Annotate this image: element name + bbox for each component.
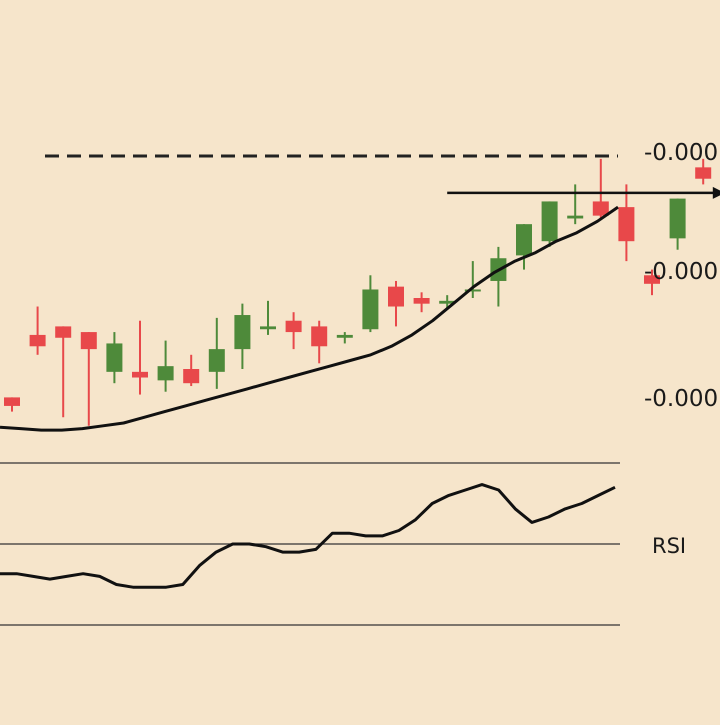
- rsi-label: RSI: [652, 534, 686, 558]
- candle-body: [4, 397, 20, 406]
- candle-body: [439, 300, 456, 304]
- candle-22: [541, 201, 558, 247]
- moving-average-line: [0, 205, 619, 432]
- candle-body: [644, 275, 660, 284]
- candle-15: [362, 275, 379, 333]
- candle-19: [464, 261, 481, 298]
- candle-26: [644, 269, 660, 296]
- candle-16: [388, 280, 404, 327]
- price-panel: -0.000 -0.000 -0.000: [0, 140, 720, 432]
- candle-body: [55, 326, 72, 338]
- candle-body: [336, 334, 353, 338]
- candles-layer: [4, 158, 712, 426]
- candle-body: [183, 369, 200, 384]
- y-tick-label-bottom: -0.000: [644, 386, 718, 412]
- y-tick-label-top: -0.000: [644, 140, 718, 166]
- rsi-panel: RSI: [0, 462, 686, 626]
- candle-body: [592, 201, 609, 216]
- candle-body: [285, 320, 302, 333]
- candle-body: [311, 326, 328, 347]
- candle-body: [464, 289, 481, 292]
- candle-8: [183, 354, 200, 387]
- candle-9: [208, 317, 225, 389]
- candle-3: [55, 326, 72, 418]
- candle-17: [413, 292, 430, 313]
- candle-21: [516, 224, 532, 270]
- candle-24: [592, 158, 609, 219]
- candle-11: [260, 300, 276, 335]
- candle-13: [311, 320, 328, 364]
- candle-body: [695, 167, 712, 179]
- candle-body: [106, 343, 123, 372]
- annotation-layer: [447, 186, 720, 199]
- candle-body: [567, 215, 584, 219]
- candle-body: [618, 207, 635, 242]
- candle-4: [80, 332, 97, 426]
- candle-body: [234, 315, 251, 350]
- candle-body: [208, 349, 225, 372]
- candle-12: [285, 312, 302, 350]
- candle-2: [29, 306, 46, 355]
- candle-body: [388, 286, 404, 307]
- candle-body: [132, 371, 148, 378]
- candle-27: [669, 198, 686, 250]
- candle-5: [106, 332, 123, 384]
- rsi-line: [0, 483, 616, 589]
- y-tick-label-middle: -0.000: [644, 259, 718, 285]
- candle-7: [157, 340, 174, 392]
- annotation-arrowhead: [712, 186, 720, 199]
- candle-14: [336, 332, 353, 344]
- candle-body: [413, 298, 430, 304]
- candle-25: [618, 184, 635, 262]
- candle-body: [157, 366, 174, 381]
- candle-23: [567, 184, 584, 225]
- candle-body: [516, 224, 532, 256]
- rsi-reference-lines: [0, 462, 620, 626]
- candle-body: [362, 289, 379, 330]
- candle-10: [234, 303, 251, 369]
- candle-1: [4, 397, 20, 412]
- candle-6: [132, 320, 148, 395]
- candle-body: [541, 201, 558, 242]
- candle-body: [260, 326, 276, 330]
- candle-28: [695, 158, 712, 185]
- candle-body: [29, 334, 46, 347]
- candle-body: [669, 198, 686, 239]
- candle-body: [80, 332, 97, 350]
